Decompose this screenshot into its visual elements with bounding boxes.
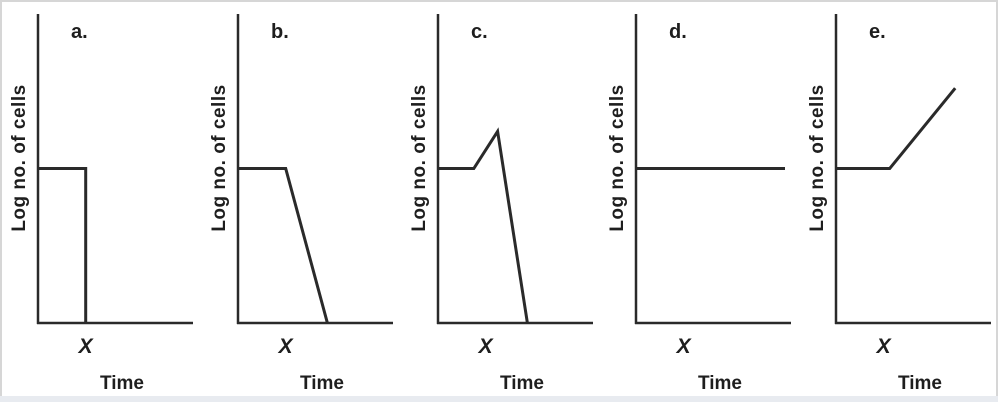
y-axis-label: Log no. of cells bbox=[807, 84, 828, 231]
y-axis-label: Log no. of cells bbox=[209, 84, 230, 231]
panel-label: b. bbox=[271, 21, 289, 43]
series-line bbox=[38, 167, 88, 323]
x-axis-label: Time bbox=[100, 373, 144, 394]
x-axis-label: Time bbox=[300, 373, 344, 394]
panel-label: e. bbox=[869, 21, 886, 43]
x-axis-label: Time bbox=[698, 373, 742, 394]
series-line bbox=[238, 167, 329, 324]
x-marker-label: X bbox=[278, 335, 295, 358]
x-marker-label: X bbox=[78, 335, 95, 358]
x-axis-label: Time bbox=[500, 373, 544, 394]
panel-label: d. bbox=[669, 21, 687, 43]
y-axis-label: Log no. of cells bbox=[607, 84, 628, 231]
series-line bbox=[836, 87, 957, 170]
x-axis-label: Time bbox=[898, 373, 942, 394]
series-line bbox=[438, 127, 529, 324]
y-axis-label: Log no. of cells bbox=[409, 84, 430, 231]
panel-label: a. bbox=[71, 21, 88, 43]
y-axis-label: Log no. of cells bbox=[9, 84, 30, 231]
bottom-band bbox=[0, 396, 998, 402]
panel-label: c. bbox=[471, 21, 488, 43]
x-marker-label: X bbox=[478, 335, 495, 358]
x-marker-label: X bbox=[676, 335, 693, 358]
x-marker-label: X bbox=[876, 335, 893, 358]
